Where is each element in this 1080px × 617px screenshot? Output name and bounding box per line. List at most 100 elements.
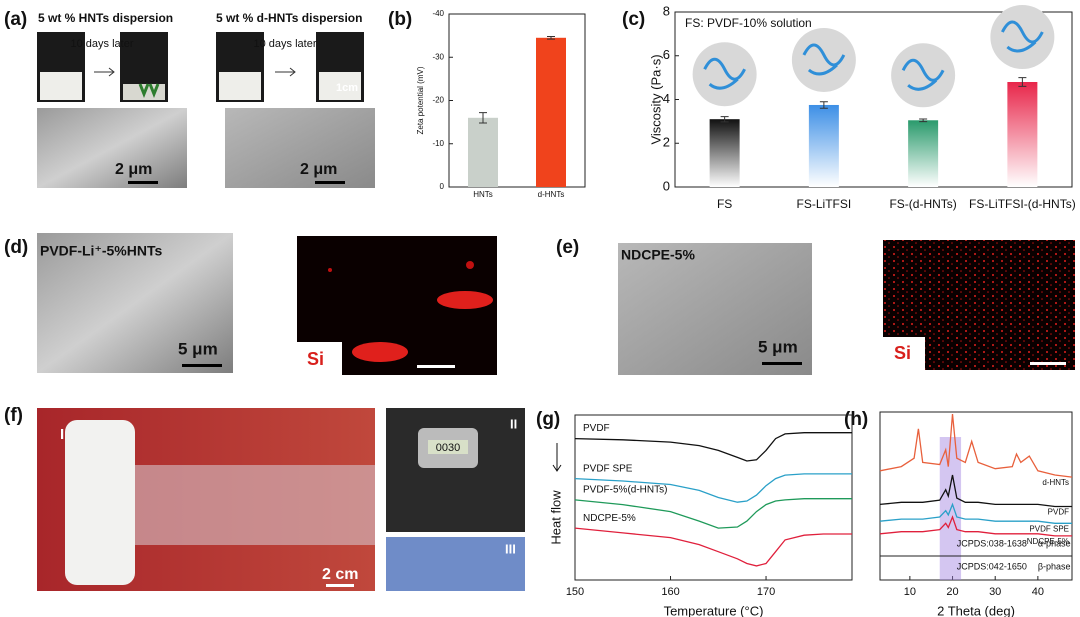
line xyxy=(574,432,852,462)
scale-bar xyxy=(315,181,345,184)
annotation: α-phase xyxy=(1038,538,1071,548)
panel-label: (f) xyxy=(4,405,23,426)
part-label: II xyxy=(510,416,517,431)
x-tick-label: HNTs xyxy=(473,190,493,199)
error-bar xyxy=(720,116,729,123)
gauge-reading: 0030 xyxy=(436,442,460,454)
vial-photos xyxy=(37,32,375,188)
series-label: PVDF xyxy=(583,423,610,434)
series-label: NDCPE-5% xyxy=(1027,537,1069,546)
x-axis-label: Temperature (°C) xyxy=(664,603,764,617)
sem-image xyxy=(37,233,233,373)
panel-label: (c) xyxy=(622,9,645,30)
scale-bar xyxy=(128,181,158,184)
line xyxy=(879,502,1072,524)
x-tick-label: 170 xyxy=(757,586,775,598)
scale-label: 2 μm xyxy=(300,161,337,178)
line xyxy=(574,473,852,503)
panel-label: (d) xyxy=(4,237,28,258)
eds-map xyxy=(297,236,497,375)
series-label: PVDF SPE xyxy=(1029,524,1069,533)
error-bar xyxy=(547,35,555,40)
line xyxy=(879,414,1073,478)
arrow-note: 10 days later xyxy=(71,38,134,50)
sem-image xyxy=(618,243,812,375)
panel-label: (a) xyxy=(4,9,27,30)
y-tick-label: 6 xyxy=(663,47,670,62)
bar xyxy=(536,37,566,187)
y-axis-label: Viscosity (Pa·s) xyxy=(648,54,663,144)
y-tick-label: 4 xyxy=(663,91,670,106)
y-tick-label: 0 xyxy=(663,178,670,193)
scale-bar xyxy=(326,584,354,587)
scale-label: 1cm xyxy=(336,82,358,94)
error-bar xyxy=(479,112,487,124)
element-label: Si xyxy=(894,343,911,363)
annotation: JCPDS:042-1650 xyxy=(957,561,1027,571)
panel-label: (g) xyxy=(536,409,560,430)
error-bar xyxy=(1018,77,1027,87)
y-tick-label: 0 xyxy=(440,182,445,191)
scale-label: 5 μm xyxy=(178,339,218,358)
schematic xyxy=(791,27,856,92)
error-bar xyxy=(819,101,828,109)
arrow-note: 10 days later xyxy=(254,38,317,50)
y-axis-label: Zeta potential (mV) xyxy=(416,66,425,134)
line xyxy=(879,515,1072,537)
bar xyxy=(1007,82,1038,187)
x-tick-label: FS xyxy=(717,197,732,211)
bar xyxy=(808,104,839,187)
film-photo xyxy=(37,408,525,591)
error-bar xyxy=(919,118,928,123)
scale-label: 5 μm xyxy=(758,337,798,356)
schematic xyxy=(692,42,757,107)
x-tick-label: 30 xyxy=(989,586,1001,598)
annotation: JCPDS:038-1638 xyxy=(957,538,1027,548)
scale-label: 2 μm xyxy=(115,161,152,178)
title: 5 wt % HNTs dispersion xyxy=(38,11,173,25)
schematic xyxy=(990,5,1055,69)
eds-map xyxy=(883,240,1075,370)
y-tick-label: -30 xyxy=(432,52,444,61)
y-tick-label: 2 xyxy=(663,135,670,150)
sample-label: NDCPE-5% xyxy=(621,247,695,263)
schematic xyxy=(802,43,846,76)
bar xyxy=(468,117,498,187)
bar xyxy=(908,120,939,187)
y-tick-label: -10 xyxy=(432,139,444,148)
plot-frame xyxy=(879,411,1073,581)
line xyxy=(574,498,852,529)
scale-bar xyxy=(182,364,222,367)
part-label: I xyxy=(60,426,64,443)
panel-label: (b) xyxy=(388,9,412,30)
annotation: FS: PVDF-10% solution xyxy=(685,16,812,30)
arrow xyxy=(552,443,562,472)
schematic xyxy=(1001,20,1044,53)
bar xyxy=(709,119,740,187)
x-tick-label: FS-(d-HNTs) xyxy=(889,197,956,211)
panel-label: (h) xyxy=(844,409,868,430)
x-tick-label: FS-LiTFSI xyxy=(797,197,852,211)
series-label: PVDF xyxy=(1048,508,1069,517)
series-label: PVDF SPE xyxy=(583,463,633,474)
panel-label: (e) xyxy=(556,237,579,258)
schematic xyxy=(703,57,746,90)
title: 5 wt % d-HNTs dispersion xyxy=(216,11,362,25)
series-label: PVDF-5%(d-HNTs) xyxy=(583,484,667,495)
x-tick-label: 150 xyxy=(566,586,584,598)
x-axis-label: 2 Theta (deg) xyxy=(937,603,1015,617)
line xyxy=(574,527,852,567)
schematic xyxy=(891,43,956,108)
x-tick-label: d-HNTs xyxy=(538,190,565,199)
x-tick-label: FS-LiTFSI-(d-HNTs) xyxy=(969,197,1076,211)
schematic xyxy=(901,58,945,91)
scale-label: 2 cm xyxy=(322,566,358,583)
part-label: III xyxy=(505,541,516,556)
line xyxy=(879,474,1072,508)
scale-bar xyxy=(762,362,802,365)
y-axis-label: Heat flow xyxy=(548,490,563,545)
x-tick-label: 160 xyxy=(661,586,679,598)
y-tick-label: -40 xyxy=(432,9,444,18)
series-label: d-HNTs xyxy=(1042,478,1069,487)
